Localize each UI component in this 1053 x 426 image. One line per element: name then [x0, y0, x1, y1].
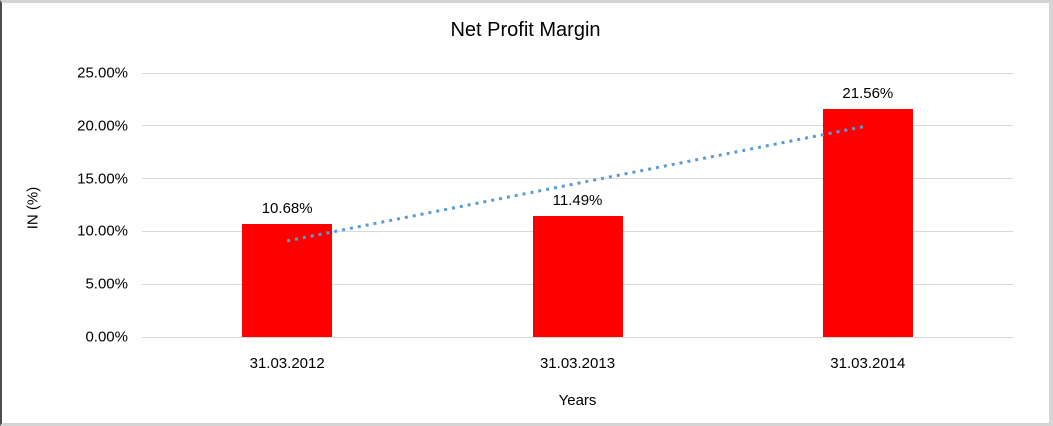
- y-tick-label: 20.00%: [77, 117, 128, 135]
- bar-31.03.2013: [532, 215, 623, 337]
- y-tick-label: 10.00%: [77, 222, 128, 240]
- x-axis-title: Years: [558, 392, 597, 409]
- y-tick-label: 15.00%: [77, 170, 128, 188]
- x-tick-label: 31.03.2013: [539, 355, 616, 372]
- bar-value-label: 11.49%: [552, 191, 603, 209]
- gridline: [142, 72, 1013, 74]
- y-tick-label: 25.00%: [77, 64, 128, 82]
- plot-area: 10.68% 11.49% 21.56%: [142, 72, 1013, 338]
- trendline: [286, 124, 869, 243]
- y-tick-label: 0.00%: [85, 328, 128, 346]
- bar-31.03.2014: [822, 109, 913, 337]
- bar-31.03.2012: [242, 224, 333, 337]
- gridline: [142, 336, 1013, 338]
- x-tick-label: 31.03.2012: [249, 355, 325, 372]
- gridline: [142, 125, 1013, 127]
- bar-value-label: 21.56%: [842, 85, 894, 103]
- bar-value-label: 10.68%: [261, 200, 313, 218]
- chart-title: Net Profit Margin: [450, 19, 601, 41]
- y-tick-label: 5.00%: [85, 275, 128, 293]
- y-axis-tick-labels: 0.00% 5.00% 10.00% 15.00% 20.00% 25.00%: [2, 65, 128, 346]
- x-axis-tick-labels: 31.03.2012 31.03.2013 31.03.2014: [142, 355, 1013, 375]
- gridline: [142, 178, 1013, 180]
- x-tick-label: 31.03.2014: [830, 355, 906, 372]
